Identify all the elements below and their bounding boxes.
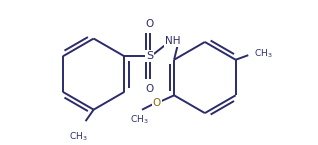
- Text: NH: NH: [165, 36, 180, 46]
- Text: CH$_3$: CH$_3$: [254, 48, 273, 60]
- Text: O: O: [146, 19, 154, 29]
- Text: CH$_3$: CH$_3$: [69, 130, 88, 143]
- Text: S: S: [146, 51, 153, 61]
- Text: O: O: [153, 98, 161, 108]
- Text: CH$_3$: CH$_3$: [130, 114, 149, 126]
- Text: O: O: [146, 84, 154, 94]
